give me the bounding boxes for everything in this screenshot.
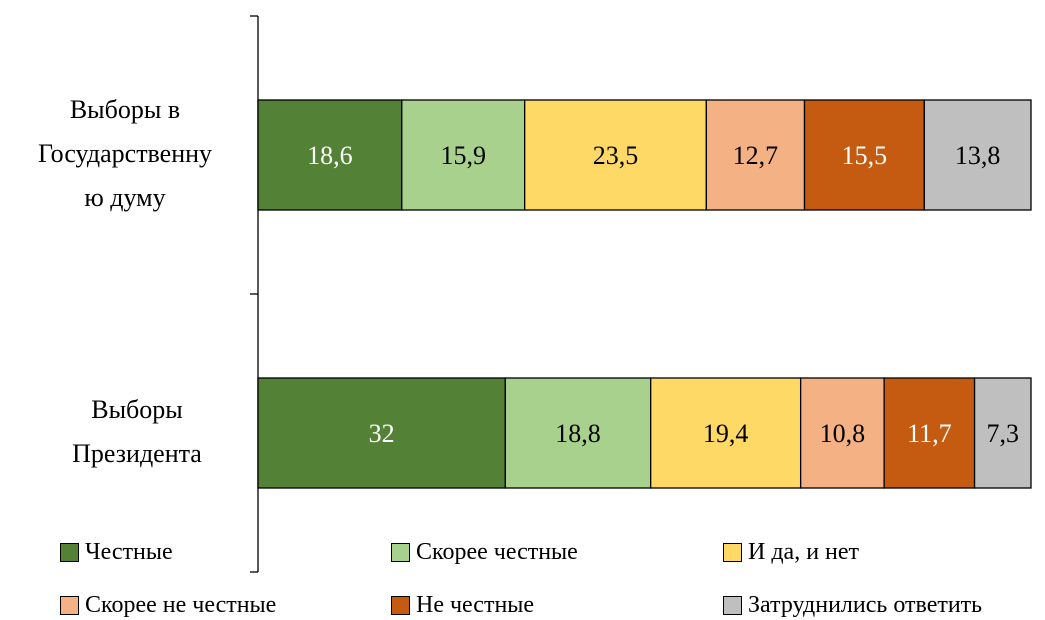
legend-label-yes-and-no: И да, и нет: [748, 539, 860, 565]
legend-item-rather-dishonest: Скорее не честные: [60, 590, 276, 620]
bar-segment: [257, 377, 507, 489]
category-label-duma: Выборы в Государственну ю думу: [37, 95, 213, 212]
legend-label-rather-honest: Скорее честные: [416, 539, 578, 565]
data-label: 12,7: [733, 141, 779, 170]
bar-segment: [257, 99, 403, 211]
bar-segment: [799, 377, 885, 489]
legend: Честные Скорее честные И да, и нет Скоре…: [0, 530, 1045, 620]
legend-label-dishonest: Не честные: [416, 592, 535, 618]
data-label: 13,8: [955, 141, 1001, 170]
legend-swatch-hard-to-say: [723, 595, 742, 615]
legend-swatch-rather-honest: [391, 542, 410, 562]
bar-segment: [524, 99, 707, 211]
bar-segment: [973, 377, 1032, 489]
legend-label-rather-dishonest: Скорее не честные: [85, 592, 277, 618]
data-label: 18,6: [307, 141, 353, 170]
bar-segment: [650, 377, 802, 489]
legend-swatch-honest: [60, 542, 79, 562]
legend-item-hard-to-say: Затруднились ответить: [723, 590, 982, 620]
legend-item-rather-honest: Скорее честные: [391, 537, 578, 567]
legend-label-honest: Честные: [85, 539, 173, 565]
data-label: 19,4: [703, 419, 749, 448]
legend-item-honest: Честные: [60, 537, 173, 567]
legend-swatch-rather-dishonest: [60, 595, 79, 615]
data-label: 23,5: [593, 141, 639, 170]
legend-swatch-dishonest: [391, 595, 410, 615]
bar-segment: [504, 377, 652, 489]
data-label: 15,9: [440, 141, 486, 170]
data-label: 11,7: [907, 419, 952, 448]
legend-item-yes-and-no: И да, и нет: [723, 537, 859, 567]
data-label: 18,8: [555, 419, 601, 448]
bar-segment: [401, 99, 526, 211]
bar-segment: [883, 377, 976, 489]
data-label: 15,5: [842, 141, 888, 170]
data-label: 7,3: [987, 419, 1020, 448]
category-label-president: Выборы Президента: [72, 395, 202, 468]
bar-segment: [923, 99, 1032, 211]
data-label: 10,8: [820, 419, 866, 448]
legend-swatch-yes-and-no: [723, 542, 742, 562]
legend-item-dishonest: Не честные: [391, 590, 534, 620]
legend-label-hard-to-say: Затруднились ответить: [748, 592, 983, 618]
bar-segment: [705, 99, 806, 211]
data-label: 32: [369, 419, 395, 448]
bar-segment: [803, 99, 925, 211]
